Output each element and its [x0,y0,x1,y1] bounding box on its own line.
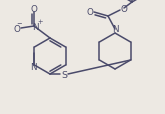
Text: S: S [61,70,67,79]
Text: O: O [14,24,20,33]
Text: N: N [30,63,37,72]
Text: O: O [121,4,127,13]
Text: N: N [112,25,118,34]
Text: N: N [32,22,39,31]
Text: O: O [86,7,93,16]
Text: O: O [31,4,37,13]
Text: +: + [37,19,43,25]
Text: −: − [16,21,22,27]
